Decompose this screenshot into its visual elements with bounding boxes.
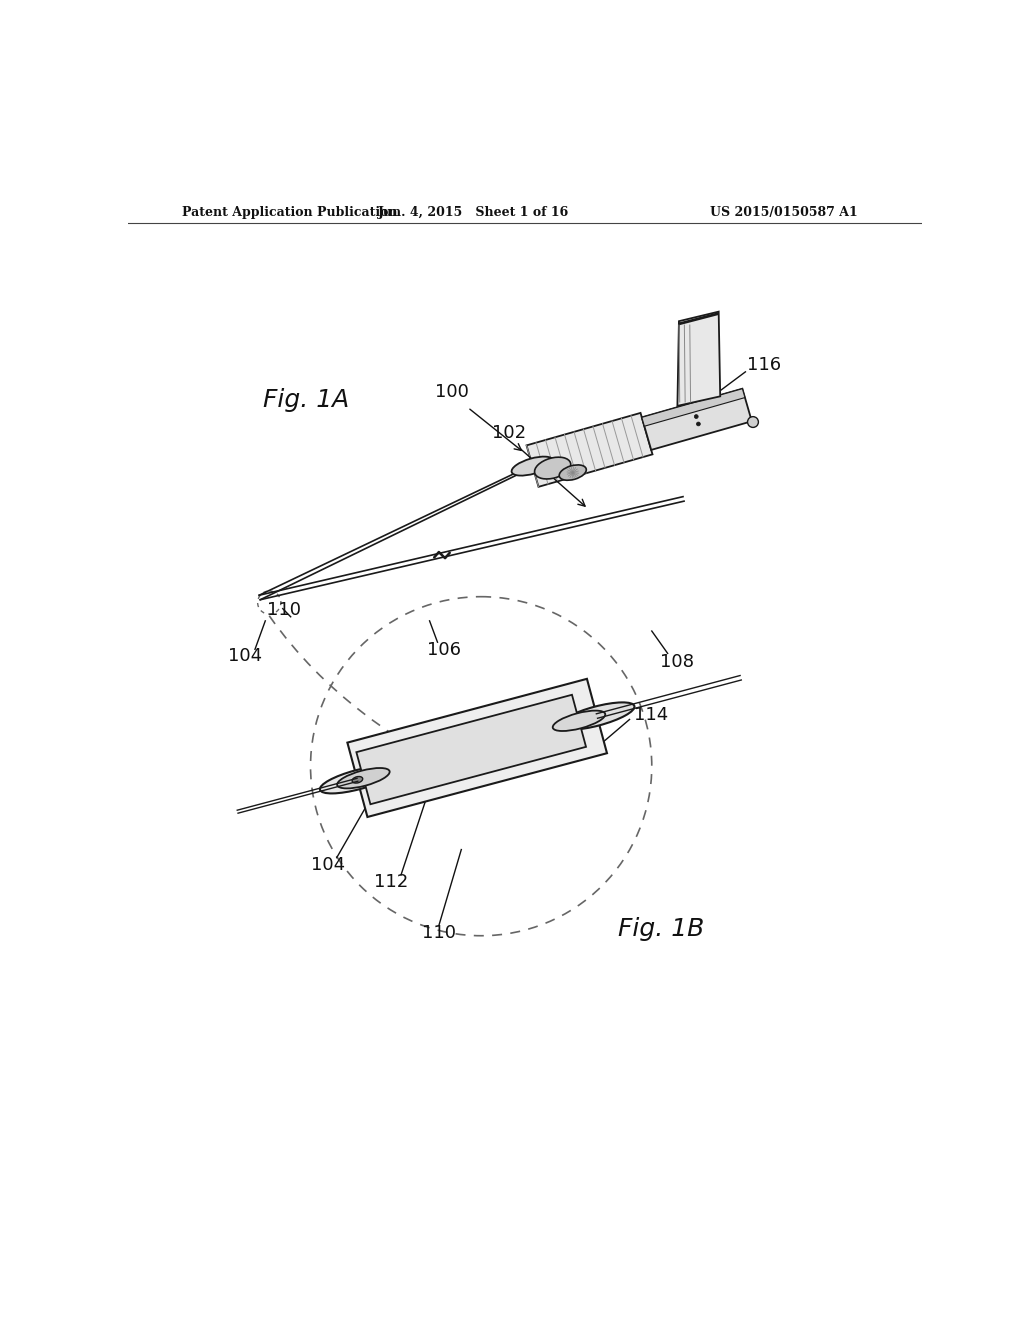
Text: 114: 114	[634, 706, 669, 725]
Ellipse shape	[337, 768, 390, 788]
Text: 100: 100	[435, 383, 469, 401]
Text: 110: 110	[422, 924, 456, 942]
Ellipse shape	[553, 710, 605, 731]
Text: 104: 104	[228, 647, 262, 665]
Circle shape	[694, 414, 698, 418]
Ellipse shape	[535, 457, 570, 479]
Text: US 2015/0150587 A1: US 2015/0150587 A1	[711, 206, 858, 219]
Text: 102: 102	[492, 424, 526, 442]
Ellipse shape	[352, 776, 362, 783]
Text: Fig. 1A: Fig. 1A	[263, 388, 349, 412]
Circle shape	[696, 422, 700, 426]
Polygon shape	[642, 388, 752, 450]
Polygon shape	[678, 312, 720, 405]
Text: Patent Application Publication: Patent Application Publication	[182, 206, 397, 219]
Polygon shape	[642, 388, 744, 426]
Ellipse shape	[559, 465, 587, 480]
Polygon shape	[347, 678, 607, 817]
Text: Fig. 1B: Fig. 1B	[618, 917, 705, 941]
Text: 112: 112	[375, 873, 409, 891]
Text: 104: 104	[311, 855, 345, 874]
Polygon shape	[526, 413, 652, 487]
Text: 106: 106	[427, 642, 461, 659]
Circle shape	[748, 417, 759, 428]
Text: 108: 108	[660, 652, 694, 671]
Ellipse shape	[512, 457, 554, 475]
Polygon shape	[356, 694, 586, 804]
Text: 116: 116	[748, 355, 781, 374]
Text: 110: 110	[267, 601, 301, 619]
Text: Jun. 4, 2015   Sheet 1 of 16: Jun. 4, 2015 Sheet 1 of 16	[378, 206, 569, 219]
Ellipse shape	[559, 702, 635, 730]
Ellipse shape	[319, 766, 395, 793]
